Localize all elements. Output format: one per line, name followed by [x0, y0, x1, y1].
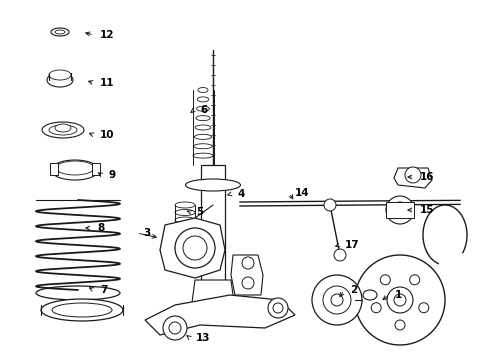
Ellipse shape [195, 134, 212, 139]
Ellipse shape [55, 124, 71, 132]
Ellipse shape [175, 210, 195, 216]
Circle shape [334, 249, 346, 261]
Ellipse shape [49, 70, 71, 80]
Text: 9: 9 [108, 170, 115, 180]
Ellipse shape [42, 122, 84, 138]
Circle shape [331, 294, 343, 306]
Circle shape [273, 303, 283, 313]
Text: 16: 16 [420, 172, 435, 182]
Circle shape [175, 228, 215, 268]
Circle shape [163, 316, 187, 340]
Circle shape [323, 286, 351, 314]
Circle shape [324, 199, 336, 211]
Circle shape [395, 320, 405, 330]
Text: 1: 1 [395, 290, 402, 300]
Ellipse shape [41, 299, 123, 321]
Text: 6: 6 [200, 105, 207, 115]
Circle shape [242, 277, 254, 289]
Text: 7: 7 [100, 285, 107, 295]
Circle shape [380, 275, 391, 285]
Circle shape [371, 303, 381, 313]
Text: 8: 8 [97, 223, 104, 233]
Text: 11: 11 [100, 78, 115, 88]
Ellipse shape [47, 73, 73, 87]
Text: 13: 13 [196, 333, 211, 343]
Ellipse shape [51, 160, 99, 180]
Circle shape [242, 257, 254, 269]
Ellipse shape [198, 87, 208, 93]
Circle shape [355, 255, 445, 345]
Circle shape [405, 167, 421, 183]
Text: 5: 5 [196, 207, 203, 217]
Polygon shape [191, 280, 235, 320]
Ellipse shape [175, 217, 195, 223]
Ellipse shape [196, 106, 209, 111]
Text: 17: 17 [345, 240, 360, 250]
Bar [92, 163, 100, 175]
Ellipse shape [196, 116, 210, 121]
Circle shape [392, 202, 408, 218]
Text: 12: 12 [100, 30, 115, 40]
Ellipse shape [197, 97, 209, 102]
Ellipse shape [55, 30, 65, 34]
Ellipse shape [186, 179, 241, 191]
Polygon shape [160, 218, 225, 278]
Circle shape [419, 303, 429, 313]
Text: 2: 2 [350, 285, 357, 295]
Ellipse shape [175, 225, 195, 230]
Polygon shape [231, 255, 263, 295]
Circle shape [386, 196, 414, 224]
Circle shape [387, 287, 413, 313]
Text: 4: 4 [237, 189, 245, 199]
Circle shape [183, 236, 207, 260]
Ellipse shape [363, 290, 377, 300]
Circle shape [312, 275, 362, 325]
Text: 15: 15 [420, 205, 435, 215]
Bar [386, 202, 414, 218]
Ellipse shape [194, 144, 212, 149]
Ellipse shape [193, 153, 213, 158]
Ellipse shape [175, 202, 195, 208]
Circle shape [169, 322, 181, 334]
Circle shape [410, 275, 420, 285]
Text: 3: 3 [143, 228, 150, 238]
Ellipse shape [56, 161, 94, 175]
Ellipse shape [52, 303, 112, 317]
Bar [201, 165, 225, 300]
Text: 10: 10 [100, 130, 115, 140]
Polygon shape [394, 168, 432, 188]
Ellipse shape [195, 125, 211, 130]
Ellipse shape [175, 232, 195, 238]
Circle shape [394, 294, 406, 306]
Circle shape [268, 298, 288, 318]
Ellipse shape [51, 28, 69, 36]
Text: 14: 14 [295, 188, 310, 198]
Ellipse shape [49, 125, 77, 135]
Polygon shape [145, 295, 295, 335]
Bar [50, 163, 58, 175]
